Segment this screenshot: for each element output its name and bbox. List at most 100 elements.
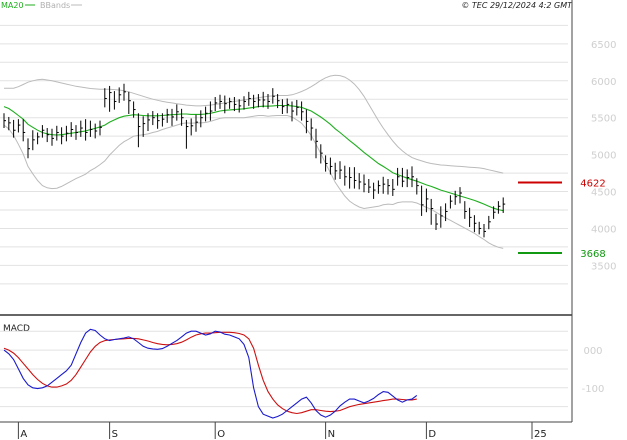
price-bar	[493, 206, 496, 219]
price-levels: 4622 3668	[518, 179, 606, 260]
price-bar	[301, 101, 304, 121]
price-bar	[94, 123, 98, 139]
x-tick-label: O	[217, 429, 225, 440]
price-bar	[286, 98, 290, 114]
x-axis: A S O N D 25	[0, 421, 572, 440]
legend-bbands: BBands	[40, 1, 70, 10]
price-bar	[243, 96, 246, 110]
price-bar	[401, 167, 405, 188]
price-bar	[17, 119, 21, 133]
ma20-line-group	[3, 104, 504, 212]
price-bar	[425, 188, 429, 213]
price-bar	[430, 198, 434, 225]
price-bar	[296, 99, 299, 116]
price-bar	[253, 94, 256, 109]
price-bar	[449, 195, 453, 209]
price-bar	[205, 106, 208, 122]
price-gridlines	[0, 24, 568, 285]
price-y-tick-label: 6500	[591, 40, 616, 51]
price-bar	[113, 91, 117, 110]
price-bar	[291, 101, 294, 122]
price-bar	[325, 155, 328, 172]
price-bar	[200, 110, 203, 128]
price-bars	[3, 83, 506, 238]
price-bar	[133, 101, 136, 118]
x-tick-label: D	[428, 429, 436, 440]
price-bar	[171, 108, 174, 126]
price-bar	[320, 144, 323, 164]
price-bar	[473, 215, 477, 233]
price-bar	[277, 94, 280, 109]
price-bar	[22, 119, 26, 142]
price-bar	[137, 113, 141, 148]
price-bar	[166, 108, 170, 123]
price-bar	[109, 85, 112, 112]
price-bar	[392, 178, 395, 196]
x-ticks: A S O N D 25	[17, 422, 547, 440]
price-bar	[157, 113, 160, 129]
price-bar	[344, 165, 347, 186]
price-bar	[80, 120, 83, 137]
price-y-tick-label: 4500	[591, 188, 616, 199]
price-bar	[363, 174, 366, 193]
price-bar	[51, 128, 54, 146]
price-bar	[387, 178, 390, 195]
price-bar	[334, 162, 338, 180]
price-bar	[469, 207, 472, 227]
price-bar	[176, 104, 179, 121]
price-bar	[272, 88, 275, 104]
price-bar	[281, 99, 285, 114]
price-y-tick-label: 4000	[591, 224, 616, 235]
price-bar	[70, 122, 74, 137]
price-bar	[27, 138, 30, 159]
price-level-label: 4622	[580, 179, 605, 190]
price-level-label: 3668	[580, 249, 605, 260]
macd-y-axis: 000 -100	[582, 346, 605, 395]
price-bar	[377, 180, 381, 194]
price-bar	[421, 185, 424, 216]
price-bar	[161, 113, 165, 127]
price-bar	[128, 91, 131, 114]
price-bar	[310, 118, 314, 141]
price-bar	[488, 215, 491, 230]
price-bar	[368, 178, 371, 194]
macd-gridlines	[0, 330, 568, 408]
price-bar	[315, 128, 318, 159]
price-bar	[358, 173, 362, 190]
price-bar	[483, 224, 486, 238]
macd-y-tick-label: 000	[583, 346, 602, 357]
bband-line	[3, 115, 504, 249]
signal-line	[3, 331, 417, 415]
price-bar	[85, 119, 88, 141]
price-bar	[181, 108, 184, 126]
price-bar	[3, 113, 6, 129]
price-bar	[229, 97, 232, 109]
x-tick-label: N	[328, 429, 335, 440]
price-bar	[147, 113, 150, 131]
price-bar	[373, 182, 376, 199]
price-bar	[464, 201, 467, 219]
price-bar	[257, 94, 261, 108]
price-y-tick-label: 6000	[591, 77, 616, 88]
x-tick-label: 25	[534, 429, 547, 440]
price-bar	[459, 187, 462, 204]
price-bar	[219, 94, 222, 109]
price-bar	[142, 116, 146, 137]
price-bar	[152, 111, 155, 126]
price-bar	[118, 87, 122, 103]
price-bar	[416, 178, 419, 195]
price-bar	[445, 203, 448, 222]
x-tick-label: A	[20, 429, 27, 440]
price-bar	[13, 119, 16, 138]
price-bar	[8, 116, 11, 131]
price-bar	[32, 130, 35, 151]
price-bar	[454, 190, 458, 205]
chart-header: MA20 BBands © TEC 29/12/2024 4:2 GMT	[1, 1, 573, 10]
price-bar	[41, 125, 45, 138]
price-bar	[65, 125, 69, 142]
macd-panel: MACD 000 -100	[0, 324, 605, 419]
price-bar	[502, 197, 506, 213]
price-bar	[478, 221, 482, 235]
price-bar	[382, 176, 386, 194]
price-bar	[267, 94, 270, 109]
